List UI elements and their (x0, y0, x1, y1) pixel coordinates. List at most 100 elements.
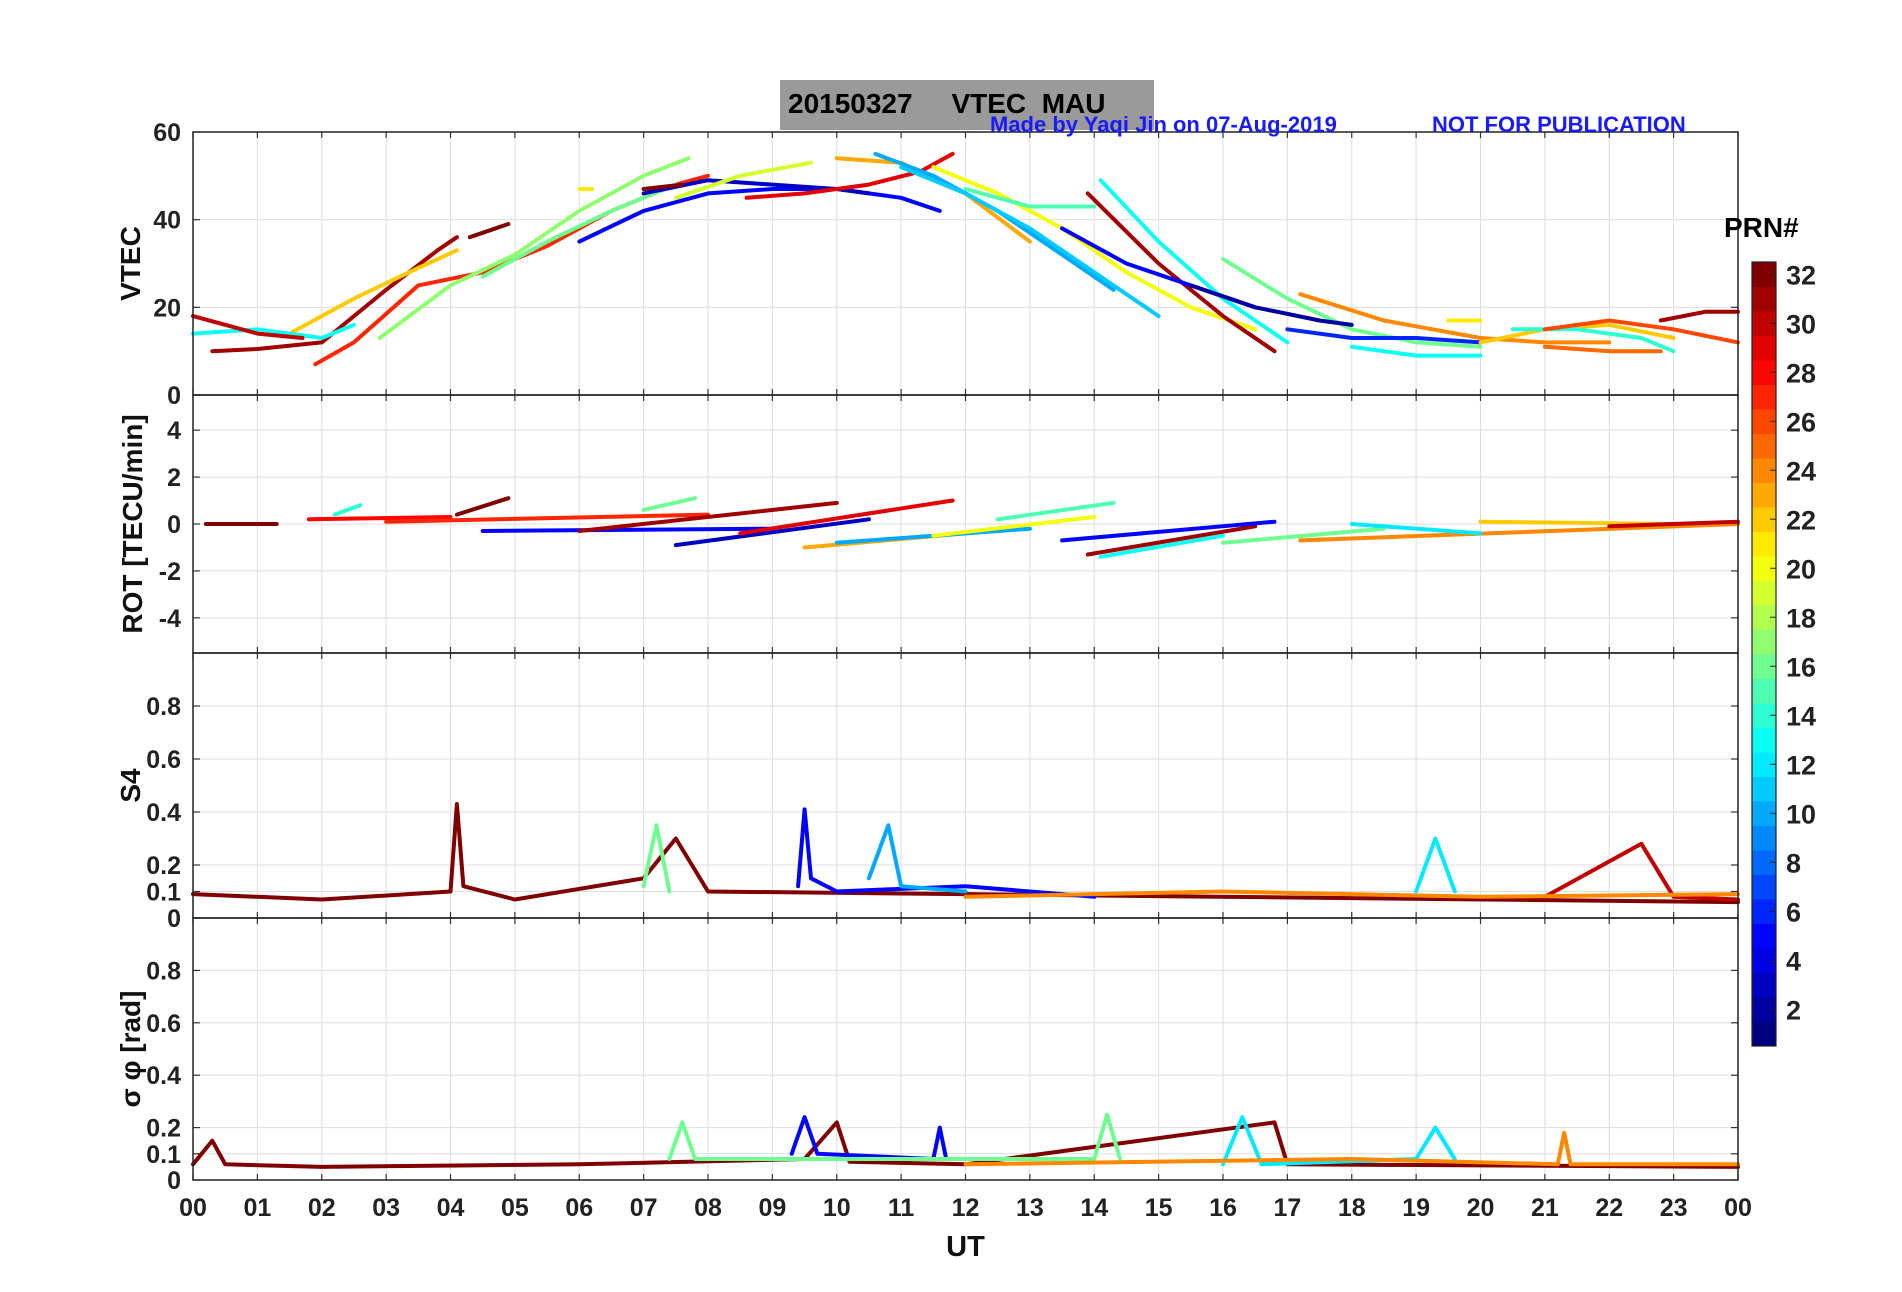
series-prn-22 (1478, 322, 1676, 345)
series-prn-13 (1098, 178, 1290, 345)
series-prn-26 (1542, 318, 1740, 345)
series-prn-31 (210, 235, 459, 354)
publication-notice: NOT FOR PUBLICATION (1432, 112, 1686, 137)
series-prn-30 (1542, 841, 1740, 902)
x-tick-label: 23 (1660, 1194, 1688, 1222)
x-tick-label: 07 (630, 1194, 658, 1222)
x-tick-label: 02 (308, 1194, 336, 1222)
series-prn-15 (963, 187, 1097, 209)
series-prn-32 (641, 182, 685, 191)
series-prn-12 (1221, 1115, 1457, 1167)
series-prn-6 (1285, 327, 1483, 345)
series-prn-31 (1658, 309, 1740, 323)
figure-title: 20150327 VTEC MAU (788, 88, 1106, 119)
colorbar-title: PRN# (1724, 212, 1799, 243)
series-prn-2 (1188, 283, 1354, 327)
panel-rot: -4 -2 0 2 4 ROT [TECU/min] (117, 394, 1740, 654)
y-tick-label: 60 (153, 119, 181, 147)
series-group (203, 496, 1740, 559)
series-prn-19 (673, 160, 813, 200)
series-prn-13 (1098, 533, 1225, 559)
series-prn-16 (1221, 526, 1386, 545)
y-tick-label: 0.6 (146, 1010, 181, 1038)
series-prn-24 (963, 1130, 1740, 1167)
y-tick-label: 0.2 (146, 1115, 181, 1143)
series-prn-20 (931, 165, 1258, 332)
y-tick-label: 0.1 (146, 879, 181, 907)
series-prn-5 (577, 187, 942, 244)
y-tick-label: -4 (159, 605, 181, 633)
colorbar-tick-label: 6 (1786, 897, 1801, 927)
series-group (191, 1112, 1740, 1169)
x-tick-label: 20 (1467, 1194, 1495, 1222)
colorbar-tick-label: 28 (1786, 358, 1816, 388)
x-tick-label: 03 (372, 1194, 400, 1222)
x-tick-label: 21 (1531, 1194, 1559, 1222)
y-tick-label: 0 (167, 511, 181, 539)
colorbar-tick-label: 20 (1786, 554, 1816, 584)
colorbar-segment (1752, 335, 1776, 361)
colorbar-tick-label: 30 (1786, 309, 1816, 339)
series-prn-32 (191, 802, 1740, 905)
colorbar-segment (1752, 776, 1776, 802)
y-tick-label: 20 (153, 294, 181, 322)
series-prn-12 (1349, 522, 1483, 536)
series-prn-27 (313, 173, 710, 367)
series-prn-24 (1298, 292, 1612, 345)
colorbar-tick-label: 12 (1786, 750, 1816, 780)
series-prn-32 (467, 222, 511, 240)
colorbar-segment (1752, 1021, 1776, 1047)
series-prn-29 (738, 498, 955, 536)
colorbar-segment (1752, 678, 1776, 704)
y-tick-label: 4 (167, 417, 181, 445)
series-prn-31 (1085, 524, 1258, 557)
x-tick-label: 18 (1338, 1194, 1366, 1222)
panel-vtec: 0 20 40 60 VTEC (115, 119, 1740, 410)
colorbar-tick-label: 2 (1786, 995, 1801, 1025)
colorbar-segment (1752, 727, 1776, 753)
colorbar-segment (1752, 972, 1776, 998)
y-tick-label: 0.1 (146, 1141, 181, 1169)
series-prn-32 (454, 496, 511, 517)
series-prn-3 (641, 178, 871, 196)
series-prn-29 (744, 151, 955, 200)
series-prn-27 (384, 512, 710, 524)
colorbar-tick-label: 8 (1786, 848, 1801, 878)
series-prn-31 (1085, 191, 1277, 354)
series-prn-3 (673, 517, 871, 548)
colorbar-segment (1752, 580, 1776, 606)
y-axis-label: S4 (115, 768, 146, 803)
y-tick-label: 0.4 (146, 1062, 181, 1090)
y-tick-label: 0.4 (146, 799, 181, 827)
y-axis-label: ROT [TECU/min] (117, 414, 148, 633)
y-tick-label: 0.8 (146, 957, 181, 985)
x-tick-label: 01 (243, 1194, 271, 1222)
x-tick-label: 05 (501, 1194, 529, 1222)
x-axis-label: UT (946, 1231, 985, 1263)
colorbar-segment (1752, 531, 1776, 557)
series-group (191, 802, 1740, 905)
series-prn-25 (1542, 344, 1663, 354)
x-tick-label: 08 (694, 1194, 722, 1222)
x-tick-label: 13 (1016, 1194, 1044, 1222)
x-tick-label: 14 (1080, 1194, 1108, 1222)
series-prn-17 (377, 156, 691, 340)
y-tick-label: 0 (167, 382, 181, 410)
series-prn-22 (287, 248, 459, 336)
y-axis-label: VTEC (115, 226, 146, 301)
colorbar-tick-label: 24 (1786, 456, 1816, 486)
panel-sigma_phi: 00.10.2 0.4 0.6 0.8σ φ [rad] 00 01 02 03 04 05 06 0… (115, 917, 1752, 1263)
series-prn-16 (1221, 257, 1483, 349)
x-tick-label: 15 (1145, 1194, 1173, 1222)
colorbar-tick-label: 18 (1786, 603, 1816, 633)
colorbar-segment (1752, 384, 1776, 410)
x-tick-label: 22 (1595, 1194, 1623, 1222)
series-prn-10 (866, 823, 968, 894)
series-prn-12 (1414, 836, 1457, 894)
title-box (780, 80, 1154, 130)
series-prn-16 (667, 1112, 1122, 1161)
x-tick-label: 04 (437, 1194, 465, 1222)
colorbar-tick-label: 10 (1786, 799, 1816, 829)
x-tick-label: 09 (758, 1194, 786, 1222)
